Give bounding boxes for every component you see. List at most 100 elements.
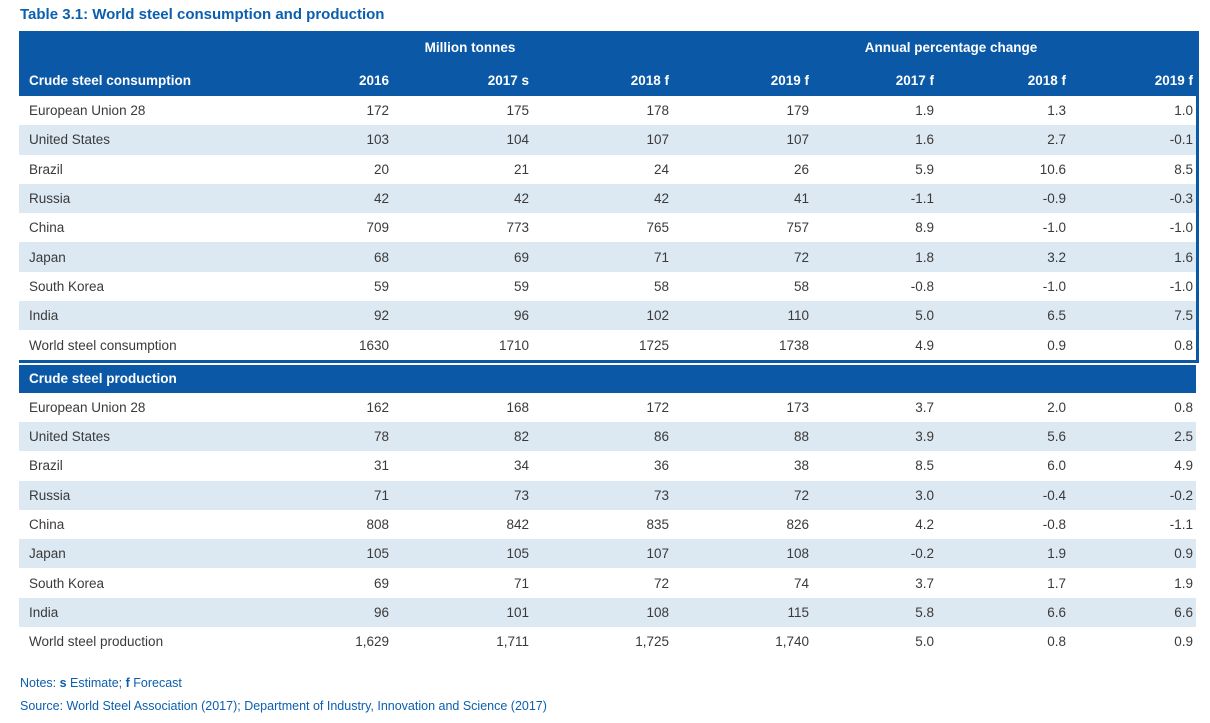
row-label: Japan [29, 546, 66, 562]
cell-value: -0.4 [1042, 487, 1066, 503]
cell-value: 105 [366, 546, 389, 562]
cell-value: 3.7 [915, 575, 934, 591]
cell-value: 757 [786, 220, 809, 236]
cell-value: 68 [373, 249, 389, 265]
cell-value: 58 [793, 278, 809, 294]
cell-value: 110 [787, 308, 809, 324]
cell-value: 5.0 [915, 308, 934, 324]
section-header-consumption: Crude steel consumption [29, 72, 192, 88]
notes-s-flag: s [59, 676, 67, 690]
cell-value: -1.0 [1169, 220, 1193, 236]
cell-value: 86 [653, 429, 669, 445]
cell-value: -0.1 [1169, 132, 1193, 148]
production-section: Crude steel production European Union 28… [19, 364, 1199, 657]
cell-value: 3.9 [915, 429, 934, 445]
cell-value: 101 [506, 604, 529, 620]
production-header-band: Crude steel production [19, 364, 1196, 393]
source-line: Source: World Steel Association (2017); … [20, 699, 547, 713]
cell-value: 5.0 [915, 634, 934, 650]
cell-value: 38 [793, 458, 809, 474]
cell-value: 1.8 [915, 249, 934, 265]
cell-value: 88 [793, 429, 809, 445]
table-row: India 92 96 102 110 5.0 6.5 7.5 [19, 301, 1196, 331]
cell-value: 6.5 [1047, 308, 1066, 324]
cell-value: 74 [793, 575, 809, 591]
row-label: Japan [29, 249, 66, 265]
cell-value: 8.5 [915, 458, 934, 474]
cell-value: 96 [513, 308, 529, 324]
notes-f-text: Forecast [129, 676, 182, 690]
column-header-2019f: 2019 f [770, 72, 809, 88]
steel-table: Million tonnes Annual percentage change … [19, 31, 1199, 656]
table-row: South Korea 69 71 72 74 3.7 1.7 1.9 [19, 568, 1196, 597]
table-row: European Union 28 162 168 172 173 3.7 2.0 0.8 [19, 393, 1196, 422]
cell-value: -0.9 [1042, 191, 1066, 207]
cell-value: -1.1 [910, 191, 934, 207]
cell-value: 808 [366, 517, 389, 532]
cell-value: 73 [653, 487, 669, 503]
cell-value: 103 [366, 132, 389, 148]
cell-value: 1.9 [1047, 546, 1066, 562]
cell-value: -0.2 [1169, 487, 1193, 503]
cell-value: 8.5 [1174, 161, 1193, 177]
cell-value: 41 [793, 191, 809, 207]
notes-line: Notes: s Estimate; f Forecast [20, 676, 182, 690]
row-label: South Korea [29, 575, 105, 591]
table-row: World steel consumption 1630 1710 1725 1738 4… [19, 330, 1196, 359]
cell-value: 835 [646, 517, 669, 532]
column-header-2018f: 2018 f [630, 72, 669, 88]
cell-value: 3.7 [915, 399, 934, 415]
group-header-row: Million tonnes Annual percentage change [19, 31, 1196, 64]
cell-value: 36 [653, 458, 669, 474]
cell-value: 59 [373, 278, 389, 294]
cell-value: 1.9 [915, 103, 934, 119]
cell-value: 6.6 [1047, 604, 1066, 620]
table-row: Russia 71 73 73 72 3.0 -0.4 -0.2 [19, 480, 1196, 510]
cell-value: 0.8 [1174, 399, 1193, 415]
cell-value: -0.3 [1169, 191, 1193, 207]
row-label: Russia [29, 487, 71, 503]
cell-value: -1.0 [1169, 278, 1193, 294]
notes-f-flag: f [125, 676, 130, 690]
cell-value: 2.7 [1047, 132, 1066, 148]
table-row: Japan 68 69 71 72 1.8 3.2 1.6 [19, 242, 1196, 272]
cell-value: 69 [513, 249, 529, 265]
table-row: Japan 105 105 107 108 -0.2 1.9 0.9 [19, 539, 1196, 569]
cell-value: 178 [646, 103, 669, 119]
cell-value: 10.6 [1039, 161, 1066, 177]
table-row: European Union 28 172 175 178 179 1.9 1.3 1.0 [19, 96, 1196, 125]
table-row: South Korea 59 59 58 58 -0.8 -1.0 -1.0 [19, 272, 1196, 301]
group-header-annual-change: Annual percentage change [864, 40, 1038, 55]
cell-value: 20 [373, 161, 389, 177]
cell-value: 108 [786, 546, 809, 562]
cell-value: 4.9 [1174, 458, 1193, 474]
cell-value: 1630 [358, 337, 389, 353]
cell-value: 1.3 [1047, 103, 1066, 119]
consumption-section: Million tonnes Annual percentage change … [19, 31, 1199, 363]
cell-value: 107 [786, 132, 809, 148]
cell-value: 107 [646, 132, 669, 148]
cell-value: 1738 [778, 337, 809, 353]
table-row: Brazil 31 34 36 38 8.5 6.0 4.9 [19, 451, 1196, 480]
cell-value: 1710 [498, 337, 529, 353]
row-label: Russia [29, 191, 71, 207]
cell-value: 0.9 [1174, 546, 1193, 562]
row-label: European Union 28 [29, 103, 146, 119]
cell-value: 24 [653, 161, 669, 177]
row-label: United States [29, 429, 111, 445]
cell-value: 1,711 [496, 634, 529, 650]
cell-value: 175 [506, 103, 529, 119]
cell-value: 21 [513, 161, 529, 177]
cell-value: 179 [786, 103, 809, 119]
cell-value: 102 [646, 308, 669, 324]
cell-value: 0.8 [1047, 634, 1066, 650]
cell-value: 92 [373, 308, 389, 324]
cell-value: 6.0 [1047, 458, 1066, 474]
cell-value: -1.0 [1042, 278, 1066, 294]
cell-value: 42 [373, 191, 389, 207]
row-label: India [29, 604, 59, 620]
cell-value: 168 [506, 399, 529, 415]
cell-value: 1,725 [635, 634, 669, 650]
table-row: Brazil 20 21 24 26 5.9 10.6 8.5 [19, 155, 1196, 184]
table-row: World steel production 1,629 1,711 1,725 1,7… [19, 627, 1196, 656]
